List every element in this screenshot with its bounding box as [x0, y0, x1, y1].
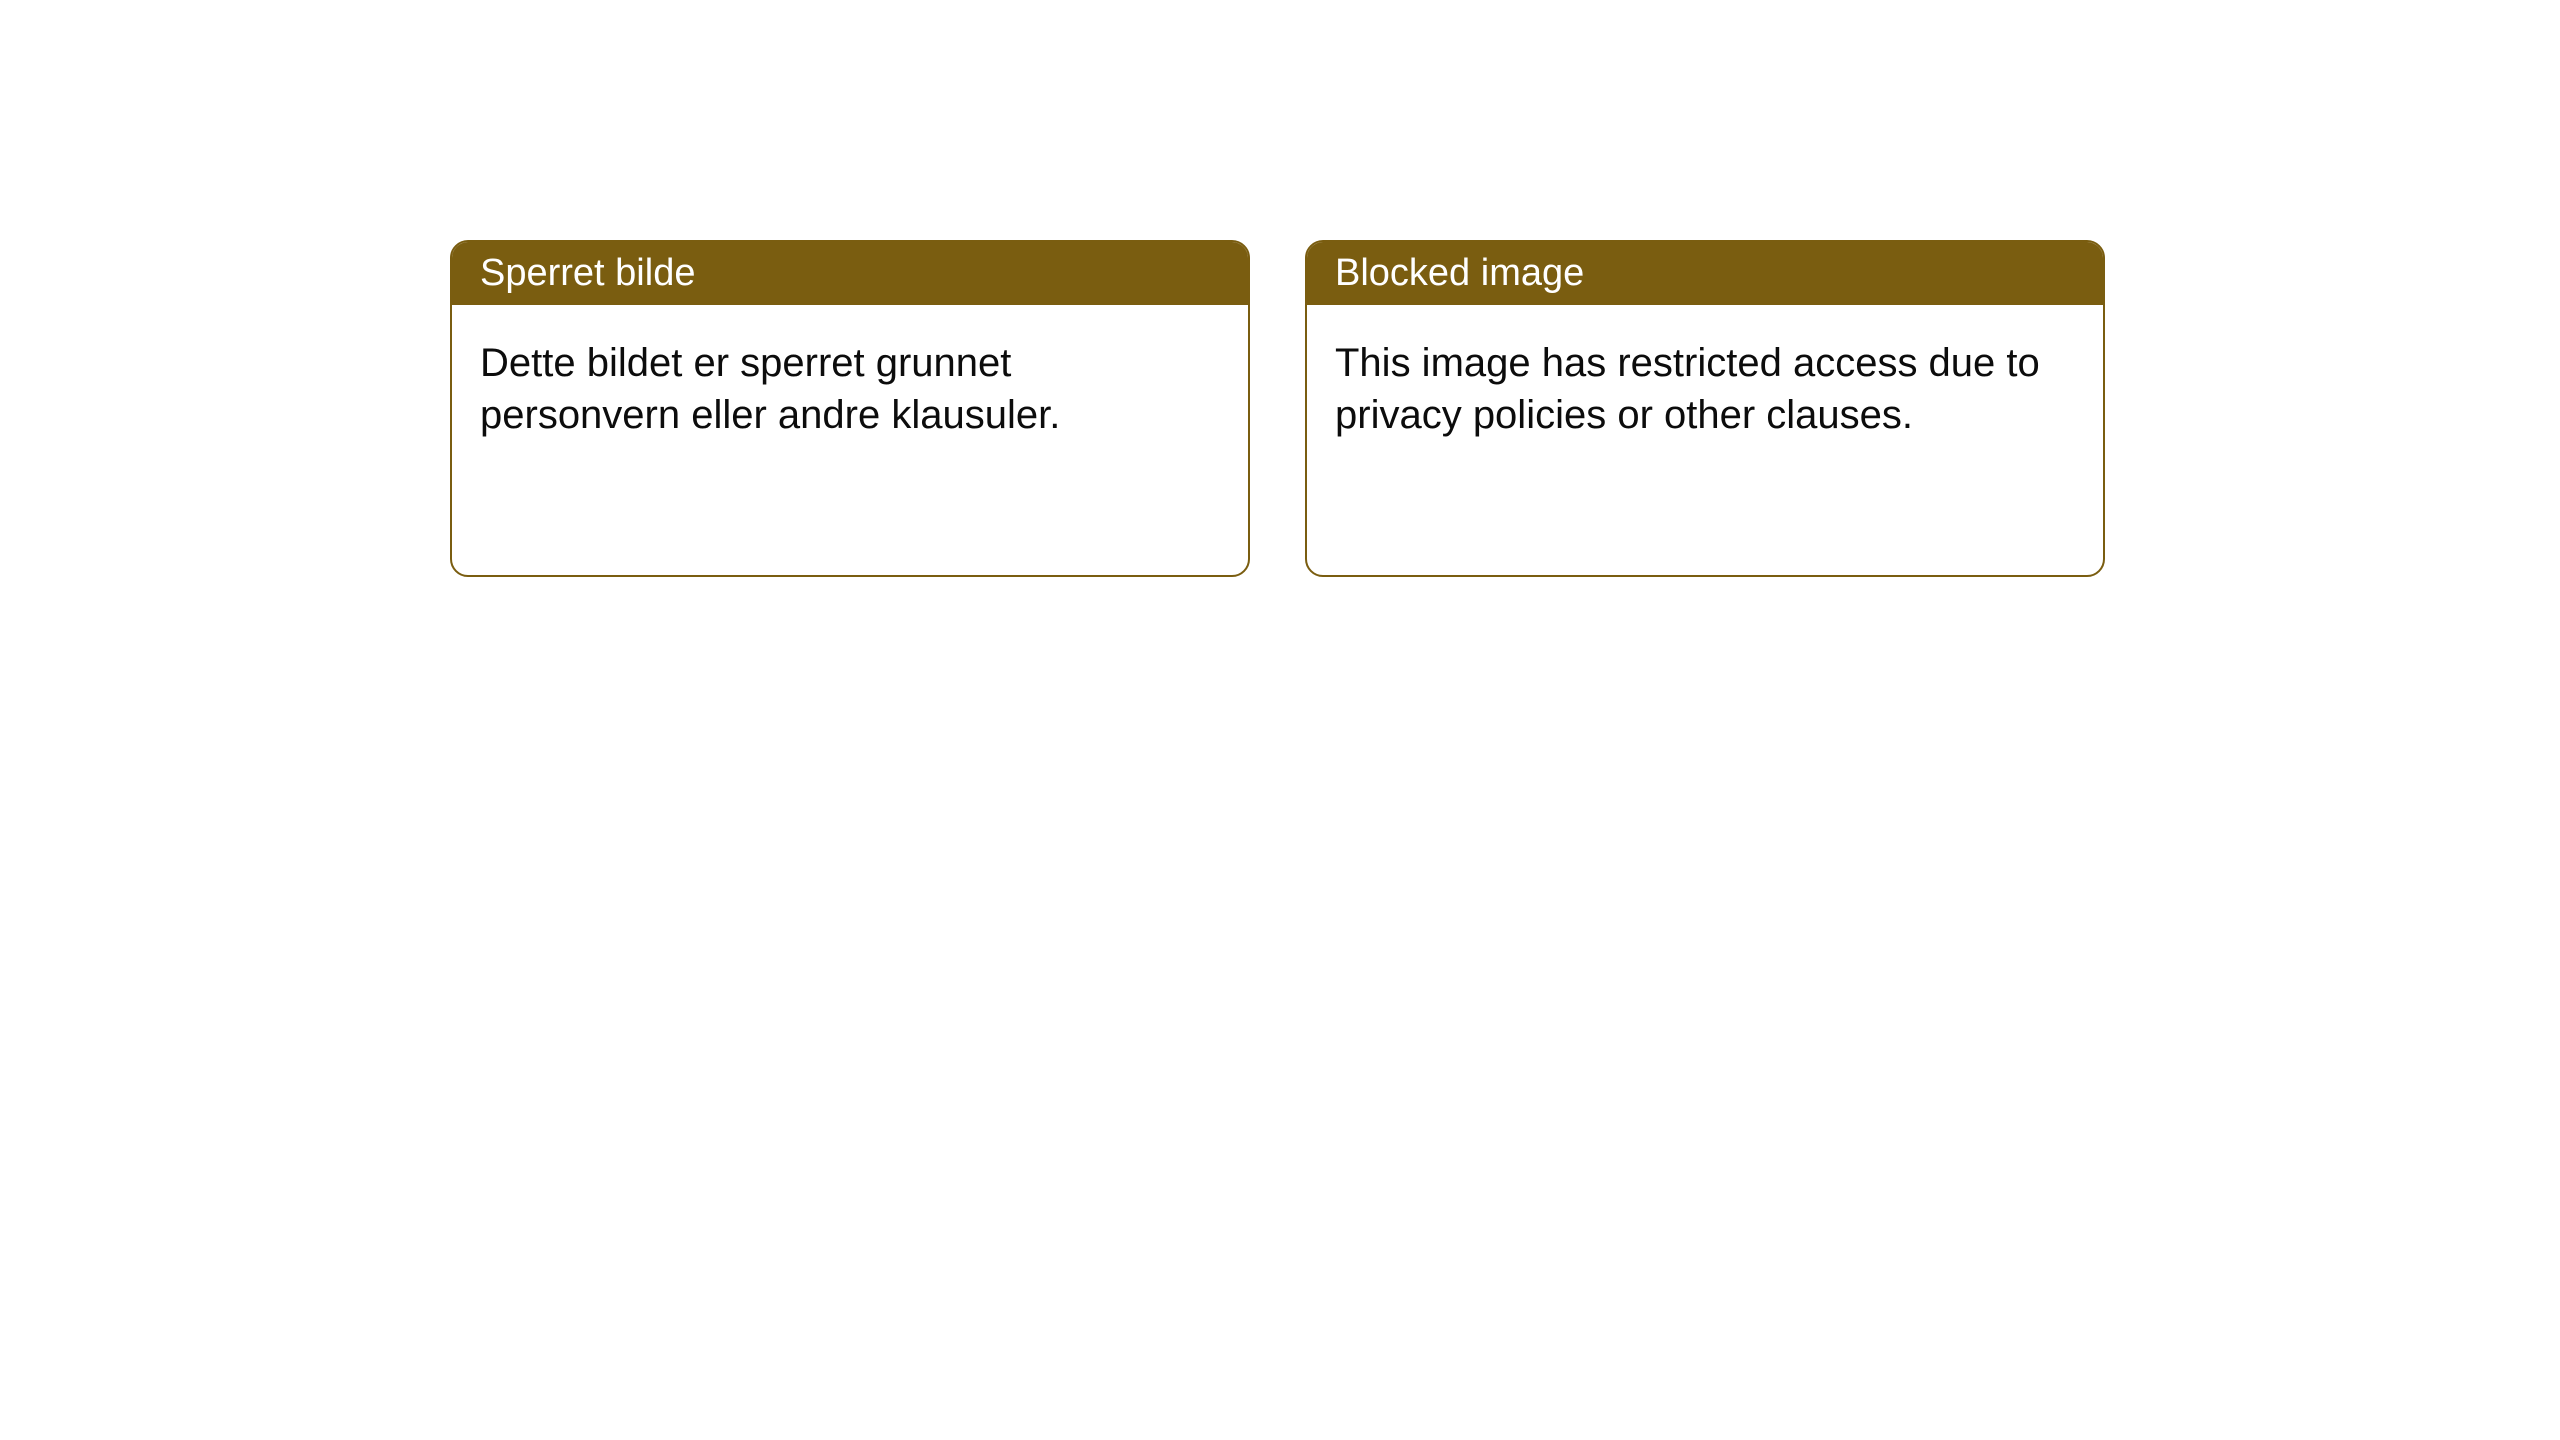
card-message-en: This image has restricted access due to … — [1335, 341, 2040, 437]
card-header-no: Sperret bilde — [452, 242, 1248, 305]
blocked-image-card-no: Sperret bilde Dette bildet er sperret gr… — [450, 240, 1250, 577]
card-title-en: Blocked image — [1335, 252, 1584, 294]
card-header-en: Blocked image — [1307, 242, 2103, 305]
card-title-no: Sperret bilde — [480, 252, 695, 294]
card-body-no: Dette bildet er sperret grunnet personve… — [452, 305, 1248, 575]
card-message-no: Dette bildet er sperret grunnet personve… — [480, 341, 1060, 437]
card-body-en: This image has restricted access due to … — [1307, 305, 2103, 575]
notice-container: Sperret bilde Dette bildet er sperret gr… — [450, 240, 2105, 577]
blocked-image-card-en: Blocked image This image has restricted … — [1305, 240, 2105, 577]
